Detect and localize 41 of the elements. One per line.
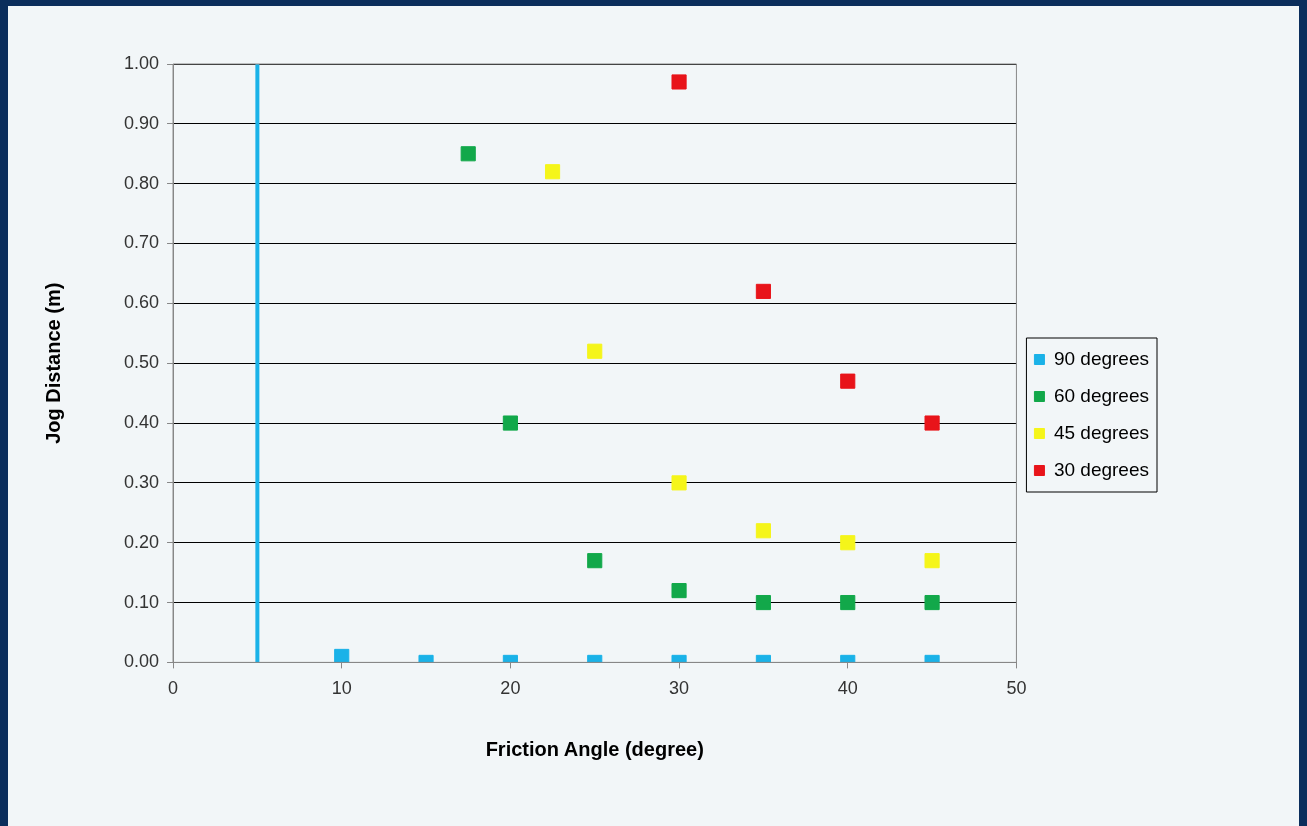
point [671,475,687,491]
x-tick-label: 30 [669,678,690,699]
point [502,415,518,431]
point [924,553,940,569]
y-tick-label: 0.90 [123,112,160,133]
point [334,648,350,663]
y-tick-label: 0.30 [123,471,160,492]
point [840,594,856,611]
y-tick-label: 0.00 [123,651,160,672]
point [840,535,856,551]
y-tick-label: 0.50 [123,352,160,373]
x-tick-label: 50 [1006,678,1027,699]
y-tick-label: 0.60 [123,292,160,313]
x-tick-label: 40 [837,678,858,699]
point [544,164,561,180]
point [587,553,603,569]
point [460,146,476,162]
x-tick-label: 10 [331,678,352,699]
point [924,594,940,611]
y-tick-label: 0.80 [123,172,160,193]
x-tick-label: 20 [500,678,521,699]
legend-label: 30 degrees [1053,458,1149,480]
y-tick-label: 1.00 [123,52,160,73]
y-axis-title: Jog Distance (m) [41,282,64,444]
legend-label: 45 degrees [1053,421,1149,443]
legend-label: 90 degrees [1053,347,1149,369]
point [587,343,603,359]
point [671,583,687,599]
y-tick-label: 0.20 [123,531,160,552]
y-tick-label: 0.40 [123,412,160,433]
point [755,523,771,539]
y-tick-label: 0.70 [123,232,160,253]
legend-label: 60 degrees [1053,384,1149,406]
x-tick-label: 0 [168,678,179,699]
point [755,283,771,299]
point [671,74,687,90]
y-tick-label: 0.10 [123,591,160,612]
point [755,594,771,611]
point [924,415,940,431]
x-axis-title: Friction Angle (degree) [485,737,704,760]
point [840,373,856,389]
